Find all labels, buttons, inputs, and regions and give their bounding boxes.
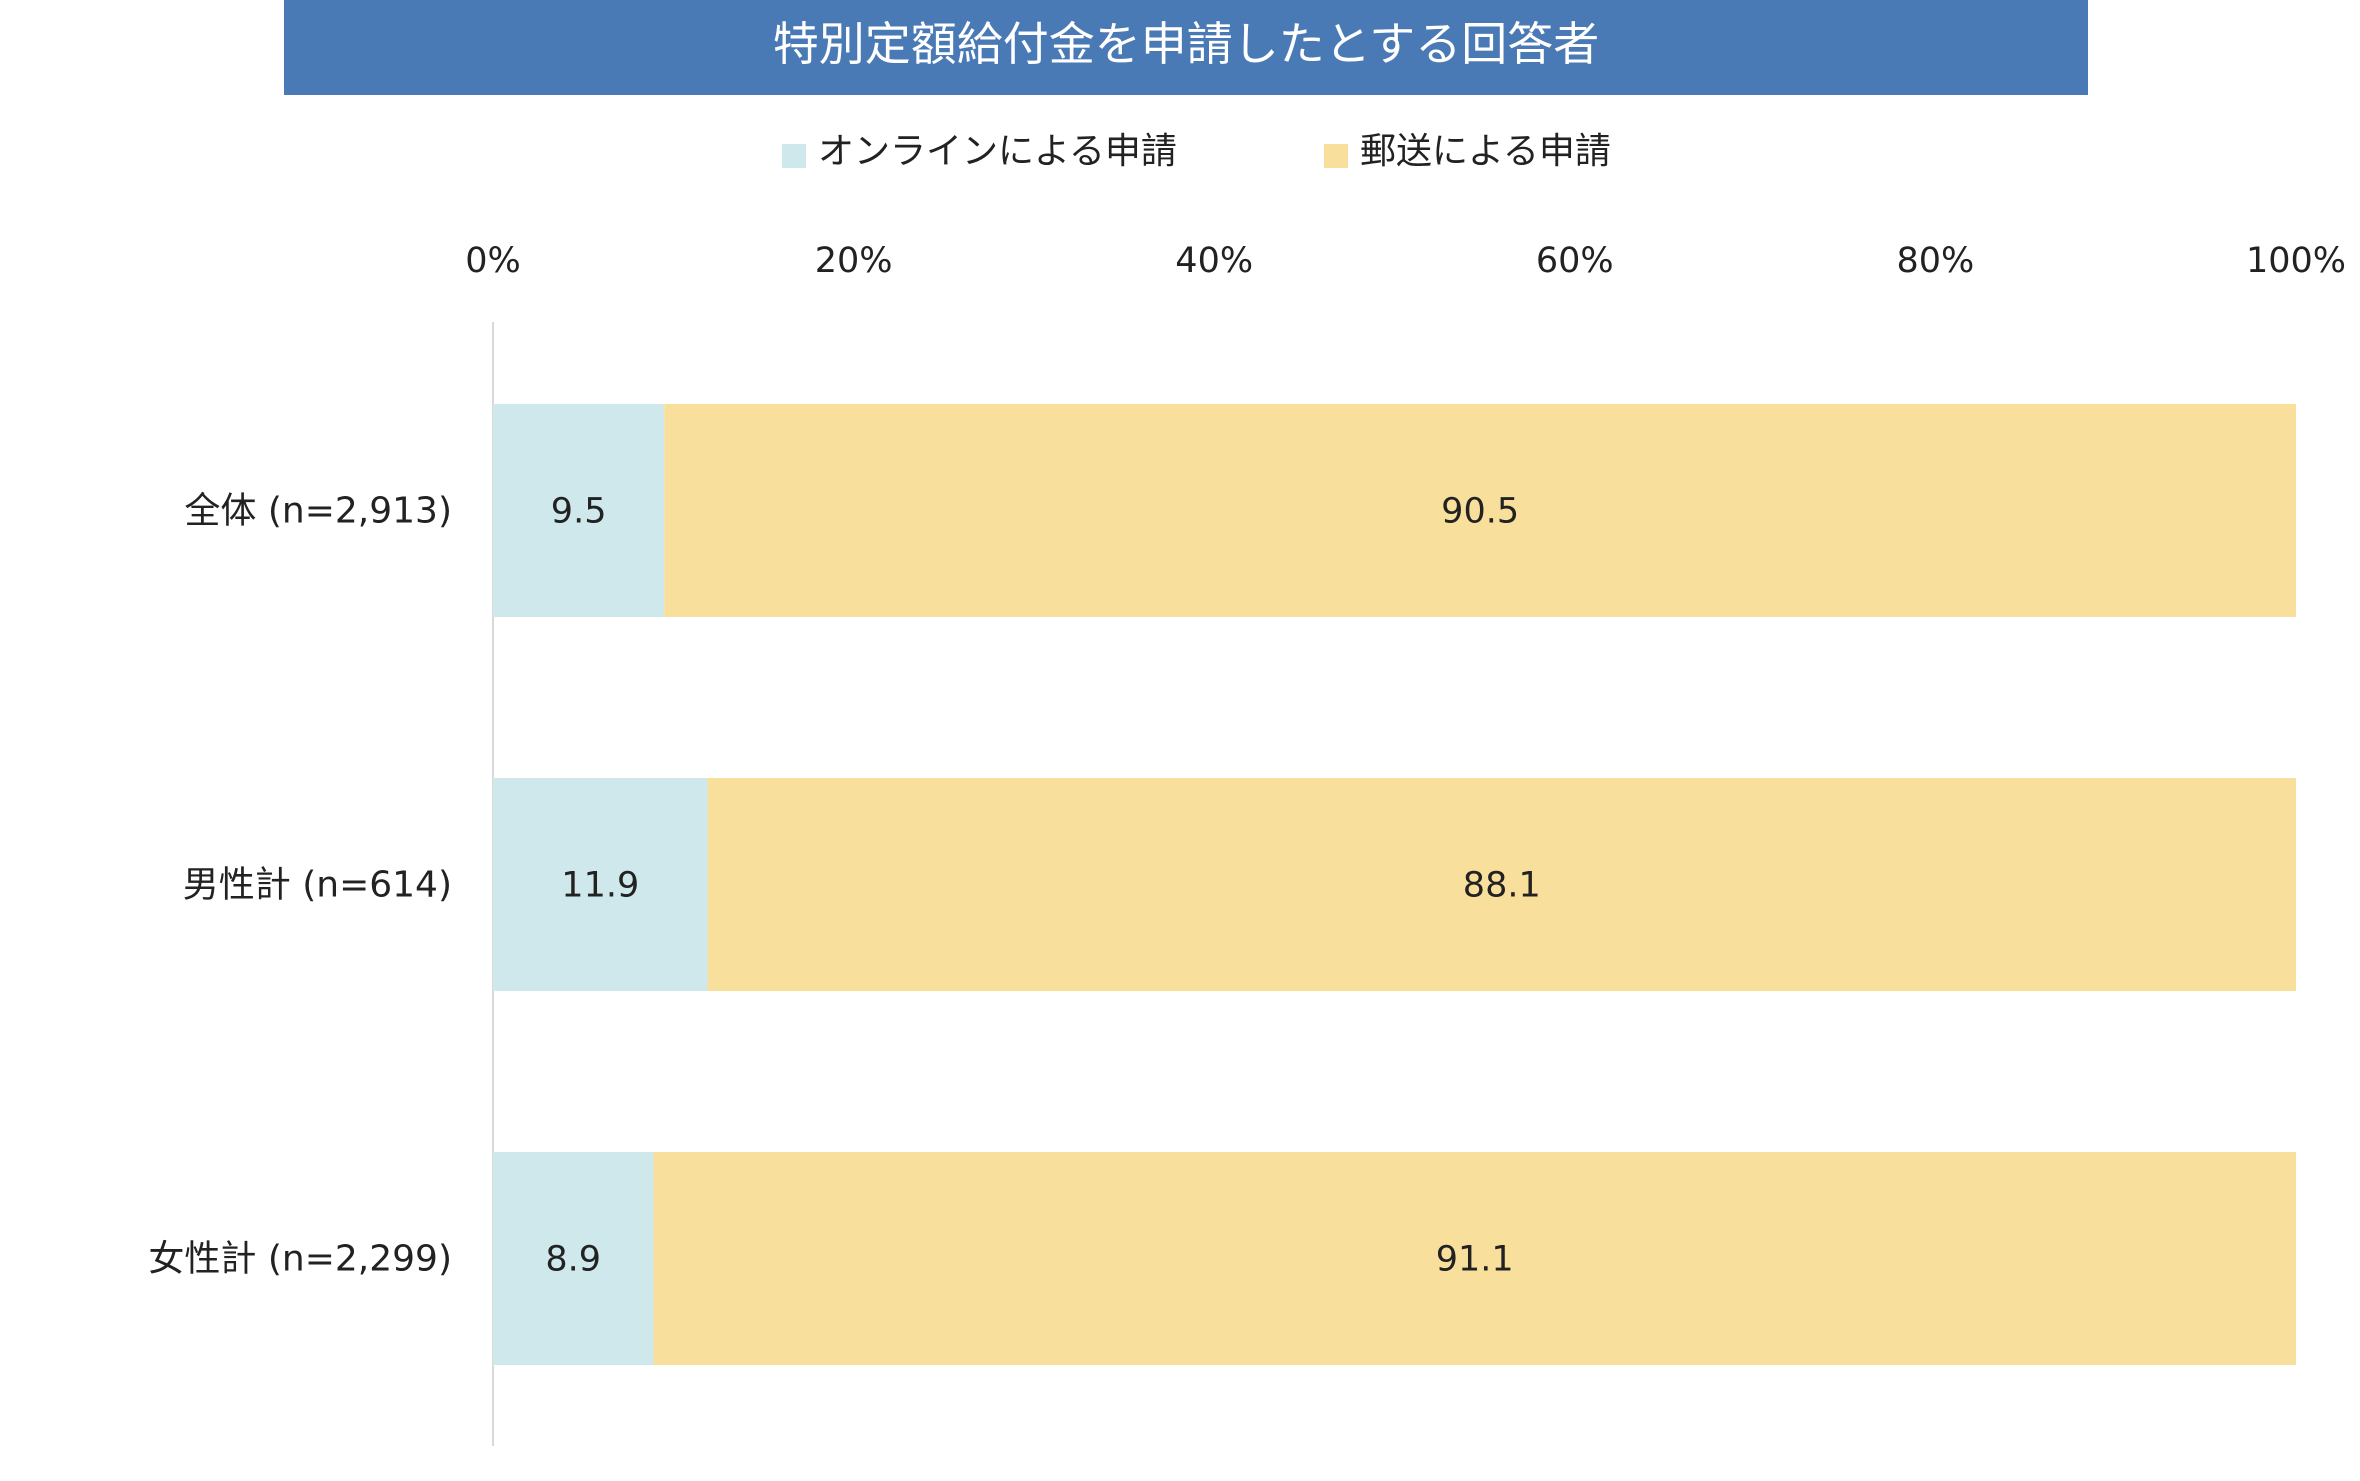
x-axis-ticks: 0% 20% 40% 60% 80% 100% — [465, 241, 2346, 281]
bar-mail — [707, 778, 2296, 991]
category-label: 全体 (n=2,913) — [184, 491, 452, 532]
category-label: 女性計 (n=2,299) — [148, 1239, 452, 1280]
bar-online — [493, 1152, 654, 1365]
bar-mail — [653, 1152, 2296, 1365]
x-tick-label: 20% — [815, 241, 893, 281]
legend: オンラインによる申請 郵送による申請 — [782, 131, 1611, 172]
x-tick-label: 80% — [1897, 241, 1975, 281]
bars: 9.5 90.5 11.9 88.1 8.9 91.1 — [493, 404, 2297, 1365]
data-label: 9.5 — [551, 492, 607, 532]
category-label: 男性計 (n=614) — [183, 865, 452, 906]
bar-mail — [664, 404, 2297, 617]
data-label: 91.1 — [1436, 1240, 1514, 1280]
bar-online — [493, 404, 665, 617]
chart-title-banner — [284, 0, 2088, 95]
bar-online — [493, 778, 708, 991]
category-labels: 全体 (n=2,913) 男性計 (n=614) 女性計 (n=2,299) — [148, 491, 452, 1280]
x-tick-label: 100% — [2246, 241, 2346, 281]
data-label: 90.5 — [1441, 492, 1519, 532]
x-tick-label: 0% — [465, 241, 521, 281]
chart-title: 特別定額給付金を申請したとする回答者 — [773, 17, 1600, 71]
legend-label-mail: 郵送による申請 — [1360, 131, 1611, 172]
data-label: 88.1 — [1463, 866, 1541, 906]
data-label: 11.9 — [561, 866, 639, 906]
x-tick-label: 40% — [1175, 241, 1253, 281]
legend-swatch-online — [782, 144, 806, 168]
data-label: 8.9 — [545, 1240, 601, 1280]
legend-label-online: オンラインによる申請 — [818, 131, 1177, 172]
legend-swatch-mail — [1324, 144, 1348, 168]
x-tick-label: 60% — [1536, 241, 1614, 281]
